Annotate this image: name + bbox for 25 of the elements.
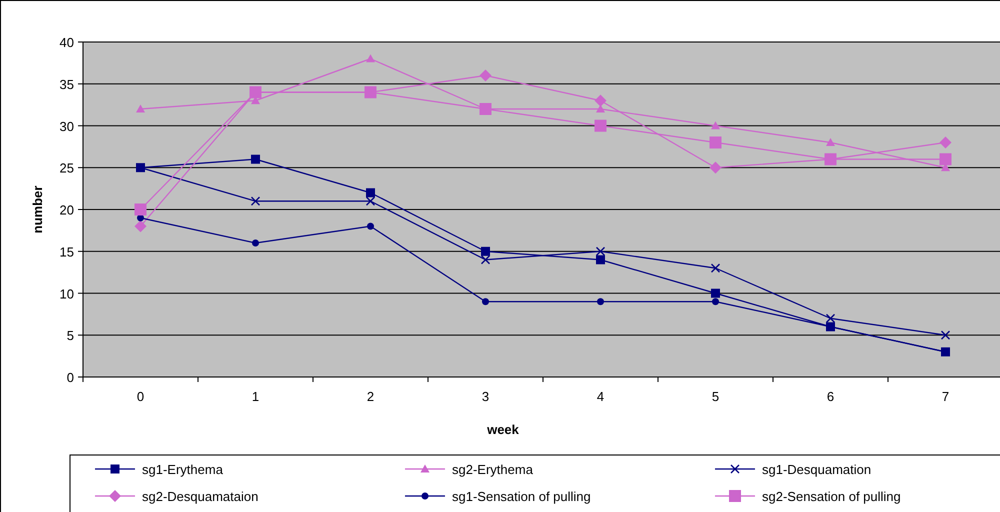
x-axis-title: week	[486, 422, 520, 437]
y-tick-label: 0	[66, 370, 74, 385]
y-tick-label: 35	[60, 76, 74, 92]
x-tick-label: 5	[712, 389, 720, 404]
y-tick-label: 25	[60, 160, 74, 176]
legend-label: sg1-Sensation of pulling	[452, 489, 591, 504]
x-tick-label: 7	[942, 389, 950, 404]
x-tick-label: 4	[596, 389, 604, 404]
y-tick-label: 10	[60, 286, 74, 302]
y-axis-title: number	[30, 186, 45, 234]
x-tick-label: 2	[366, 389, 374, 404]
legend-label: sg2-Sensation of pulling	[762, 489, 901, 504]
x-tick-label: 0	[136, 389, 144, 404]
legend-label: sg2-Desquamataion	[142, 489, 258, 504]
legend-label: sg2-Erythema	[452, 462, 534, 477]
y-tick-label: 15	[60, 244, 74, 260]
y-tick-label: 5	[66, 328, 74, 344]
y-tick-label: 40	[60, 35, 74, 50]
legend-label: sg1-Desquamation	[762, 462, 872, 477]
y-tick-label: 30	[60, 118, 74, 134]
x-tick-label: 3	[482, 389, 490, 404]
y-tick-label: 20	[60, 202, 74, 218]
legend-label: sg1-Erythema	[142, 462, 224, 477]
x-tick-label: 6	[826, 389, 834, 404]
x-tick-label: 1	[252, 389, 260, 404]
